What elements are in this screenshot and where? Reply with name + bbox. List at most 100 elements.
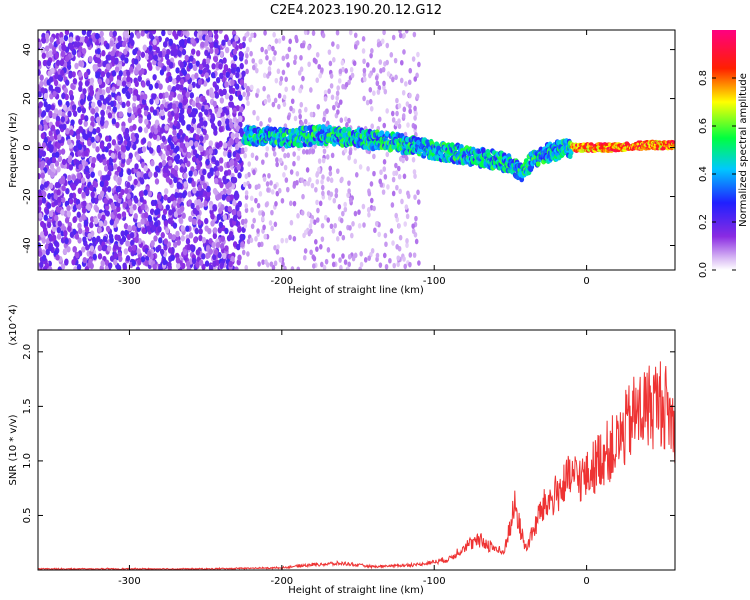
spectrogram-cell (239, 127, 244, 135)
spectrogram-cell (210, 71, 216, 79)
spectrogram-cell (46, 159, 52, 166)
top-y-axis-label: Frequency (Hz) (8, 112, 19, 188)
spectrogram-cell (335, 30, 340, 36)
spectrogram-cell (168, 94, 173, 102)
spectrogram-cell (112, 30, 117, 37)
spectrogram-cell (92, 65, 98, 72)
spectrogram-cell (269, 261, 274, 267)
spectrogram-cell (191, 48, 196, 55)
spectrogram-cell (415, 93, 420, 100)
spectrogram-cell (309, 249, 313, 256)
spectrogram-cell (172, 222, 178, 229)
spectrogram-cell (77, 71, 83, 78)
spectrogram-cell (325, 108, 329, 114)
spectrogram-cell (95, 93, 100, 101)
spectrogram-cell (400, 198, 404, 205)
spectrogram-cell (412, 169, 417, 175)
spectrogram-cell (117, 185, 122, 193)
spectrogram-cell (167, 217, 173, 225)
spectrogram-cell (81, 159, 86, 166)
spectrogram-cell (97, 253, 103, 260)
bottom-y-tick-label: 2.0 (22, 344, 33, 360)
spectrogram-cell (89, 216, 95, 223)
spectrogram-cell (44, 208, 50, 215)
spectrogram-cell (125, 100, 131, 107)
spectrogram-cell (80, 113, 85, 121)
spectrogram-cell (57, 220, 62, 227)
spectrogram-cell (67, 157, 72, 164)
spectrogram-cell (325, 154, 330, 160)
spectrogram-cell (218, 126, 224, 133)
spectrogram-cell (116, 79, 121, 86)
spectrogram-cell (149, 98, 154, 105)
spectrogram-cell (65, 187, 70, 195)
spectrogram-cell (167, 103, 172, 110)
spectrogram-cell (385, 151, 390, 158)
spectrogram-cell (267, 172, 271, 179)
spectrogram-cell (133, 58, 139, 65)
spectrogram-cell (246, 251, 250, 257)
spectrogram-cell (241, 70, 246, 77)
spectrogram-cell (329, 177, 334, 184)
spectrogram-cell (109, 255, 115, 262)
spectrogram-cell (105, 63, 111, 70)
spectrogram-cell (414, 110, 418, 117)
spectrogram-cell (136, 50, 142, 57)
spectrogram-cell (299, 66, 304, 73)
spectrogram-cell (375, 80, 380, 87)
spectrogram-cell (53, 199, 59, 206)
spectrogram-cell (372, 205, 376, 212)
spectrogram-cell (368, 87, 373, 93)
spectrogram-cell (212, 227, 218, 234)
spectrogram-cell (109, 40, 114, 47)
spectrogram-cell (121, 125, 126, 133)
spectrogram-cell (315, 199, 319, 206)
colorbar-tick-label: 0.4 (698, 166, 709, 182)
spectrogram-cell (88, 125, 93, 132)
spectrogram-cell (72, 216, 77, 224)
spectrogram-cell (72, 246, 77, 253)
spectrogram-cell (286, 114, 291, 121)
spectrogram-cell (326, 247, 331, 253)
spectrogram-cell (226, 195, 231, 202)
spectrogram-cell (238, 115, 243, 122)
spectrogram-cell (105, 96, 110, 103)
spectrogram-cell (102, 219, 108, 227)
spectrogram-cell (401, 113, 406, 119)
spectrogram-cell (404, 30, 409, 34)
spectrogram-cell (84, 226, 90, 233)
spectrogram-cell (336, 109, 340, 115)
spectrogram-cell (224, 227, 229, 235)
spectrogram-cell (266, 262, 270, 268)
spectrogram-cell (404, 81, 408, 87)
bottom-y-ticks: 0.51.01.52.0 (22, 344, 675, 523)
spectrogram-cell (168, 232, 173, 240)
spectrogram-cell (48, 76, 54, 83)
spectrogram-cell (94, 106, 99, 113)
spectrogram-cell (113, 163, 118, 170)
spectrogram-signal (379, 130, 385, 136)
spectrogram-cell (90, 108, 96, 115)
spectrogram-cell (211, 63, 216, 70)
spectrogram-cell (95, 116, 101, 123)
spectrogram-cell (402, 32, 406, 39)
spectrogram-cell (62, 104, 68, 111)
spectrogram-cell (258, 210, 262, 216)
spectrogram-cell (299, 101, 304, 108)
spectrogram-cell (355, 40, 360, 46)
spectrogram-cell (43, 265, 48, 270)
spectrogram-cell (207, 227, 212, 235)
spectrogram-cell (117, 35, 122, 42)
spectrogram-cell (286, 62, 290, 68)
spectrogram-cell (198, 259, 204, 266)
spectrogram-cell (123, 48, 128, 55)
spectrogram-cell (366, 166, 370, 172)
colorbar-tick-label: 0.2 (698, 214, 709, 230)
spectrogram-cell (77, 143, 83, 151)
spectrogram-cell (199, 119, 204, 127)
spectrogram-cell (175, 157, 180, 165)
spectrogram-cell (64, 258, 69, 265)
spectrogram-cell (134, 236, 139, 244)
spectrogram-cell (66, 204, 71, 212)
